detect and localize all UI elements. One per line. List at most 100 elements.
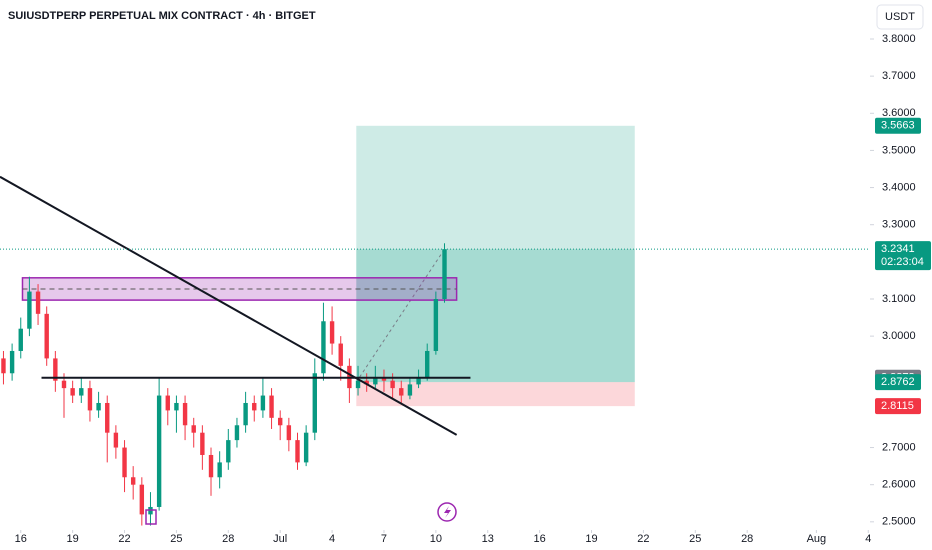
candle-body	[18, 328, 23, 351]
event-icon-bolt	[444, 506, 451, 518]
open-profit-zone	[356, 249, 635, 383]
x-tick-label: 16	[534, 533, 546, 545]
candle-body	[416, 376, 421, 385]
x-tick-label: 28	[741, 533, 753, 545]
candle-body	[165, 395, 170, 411]
candle-body	[182, 402, 188, 426]
candle-body	[381, 376, 387, 381]
candle-body	[373, 376, 378, 385]
target-price-label-box	[875, 117, 921, 134]
candle-body	[260, 395, 266, 411]
candle-body	[399, 388, 404, 396]
candle-body	[44, 313, 49, 359]
stop-price-label: 2.8115	[881, 400, 914, 412]
candle-body	[9, 350, 15, 374]
trendline	[0, 175, 458, 436]
candle-body	[96, 402, 101, 411]
stop-price-label-box	[875, 398, 921, 415]
x-tick-label: 19	[585, 533, 597, 545]
candle-body	[174, 402, 179, 411]
candle-body	[79, 388, 84, 396]
y-tick-label: 2.5000	[882, 516, 916, 528]
candle-body	[105, 402, 110, 433]
candle-body	[27, 291, 32, 329]
y-tick-label: 3.6000	[882, 107, 916, 119]
candle-body	[364, 380, 369, 385]
x-tick-label: Jul	[273, 533, 287, 545]
candle-body	[329, 321, 335, 344]
candle-body	[321, 321, 326, 374]
entry-price-label: 2.8762	[881, 376, 915, 388]
x-tick-label: 13	[482, 533, 494, 545]
x-tick-label: 10	[430, 533, 442, 545]
candle-body	[286, 425, 292, 441]
candle-body	[277, 417, 283, 426]
x-tick-label: 4	[329, 533, 335, 545]
currency-label: USDT	[885, 11, 915, 23]
x-tick-label: 4	[865, 533, 871, 545]
y-tick-label: 3.0000	[882, 330, 916, 342]
candle-body	[70, 388, 75, 396]
position-path	[355, 248, 445, 383]
x-tick-label: 22	[637, 533, 649, 545]
y-tick-label: 2.6000	[882, 479, 916, 491]
x-tick-label: 25	[689, 533, 701, 545]
candle-body	[442, 249, 447, 299]
candle-body	[61, 380, 67, 389]
candle-body	[425, 350, 430, 377]
marker-box	[145, 509, 157, 525]
candle-body	[338, 343, 343, 366]
candle-body	[1, 358, 6, 374]
y-tick-label: 3.1000	[882, 293, 916, 305]
target-zone	[356, 125, 635, 383]
currency-button[interactable]	[876, 4, 924, 30]
candle-body	[53, 358, 58, 381]
last-price-box	[875, 241, 931, 271]
candle-body	[217, 462, 222, 478]
y-tick-label: 3.3000	[882, 219, 916, 231]
candle-body	[234, 425, 240, 441]
candle-body	[122, 447, 127, 478]
candle-body	[130, 477, 136, 485]
y-tick-label: 3.5000	[882, 144, 916, 156]
target-price-label: 3.5663	[881, 120, 915, 132]
candle-body	[243, 402, 248, 426]
candle-body	[35, 291, 41, 314]
chart-title: SUIUSDTPERP PERPETUAL MIX CONTRACT · 4h …	[8, 10, 316, 22]
y-tick-label: 3.8000	[882, 33, 916, 45]
candle-body	[252, 402, 257, 411]
candle-body	[433, 298, 439, 351]
candle-body	[200, 432, 205, 455]
candle-body	[295, 440, 300, 463]
y-tick-label: 3.4000	[882, 181, 916, 193]
candle-body	[208, 454, 214, 478]
y-tick-label: 3.7000	[882, 70, 916, 82]
candle-body	[156, 395, 162, 507]
countdown-label: 02:23:04	[881, 256, 924, 268]
candle-body	[139, 484, 145, 515]
y-tick-label: 2.7000	[882, 441, 916, 453]
candle-body	[355, 380, 361, 389]
candle-body	[191, 425, 196, 433]
x-tick-label: 19	[67, 533, 79, 545]
candle-body	[312, 373, 317, 433]
x-tick-label: 22	[118, 533, 130, 545]
entry-price-label-box	[875, 374, 921, 391]
candle-body	[303, 432, 309, 463]
plot-area	[0, 125, 870, 526]
candle-body	[390, 380, 395, 389]
x-tick-label: 25	[170, 533, 182, 545]
x-tick-label: 16	[15, 533, 27, 545]
candle-body	[226, 440, 231, 463]
x-tick-label: 28	[222, 533, 234, 545]
candle-body	[269, 395, 274, 418]
x-tick-label: 7	[381, 533, 387, 545]
candle-body	[87, 388, 93, 411]
candle-body	[113, 432, 119, 448]
last-price-label: 3.2341	[881, 243, 915, 255]
x-tick-label: Aug	[807, 533, 827, 545]
candle-body	[407, 384, 413, 396]
